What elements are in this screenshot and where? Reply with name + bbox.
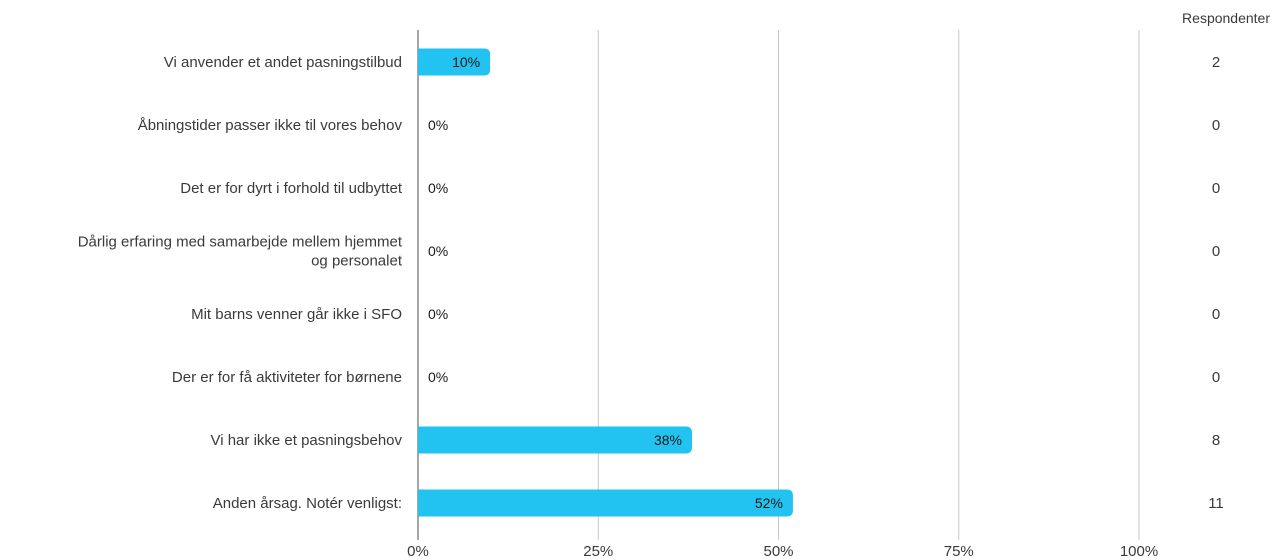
- respondent-counts: Respondenter 2 0 0 0 0 0 8 11: [1182, 10, 1270, 512]
- grid-lines: [417, 30, 1140, 540]
- x-tick-label: 50%: [763, 543, 793, 560]
- respondent-count: 0: [1212, 243, 1220, 260]
- bar-value-label: 38%: [654, 432, 682, 448]
- respondent-count: 0: [1212, 369, 1220, 386]
- category-label: Åbningstider passer ikke til vores behov: [138, 117, 403, 134]
- category-label: Mit barns venner går ikke i SFO: [191, 306, 402, 323]
- respondent-count: 0: [1212, 117, 1220, 134]
- respondent-count: 11: [1208, 495, 1224, 512]
- respondent-count: 8: [1212, 432, 1220, 449]
- bar: [418, 48, 491, 76]
- respondent-count: 0: [1212, 306, 1220, 323]
- bar-value-label: 52%: [755, 495, 783, 511]
- bars: 10% 0% 0% 0% 0% 0% 38% 52%: [418, 48, 793, 517]
- bar-value-label: 0%: [428, 117, 448, 133]
- category-label: Dårlig erfaring med samarbejde mellem hj…: [78, 234, 403, 270]
- x-tick-label: 25%: [583, 543, 613, 560]
- respondent-count: 0: [1212, 180, 1220, 197]
- x-tick-label: 0%: [407, 543, 429, 560]
- bar: [418, 426, 692, 454]
- category-label: Anden årsag. Notér venligst:: [213, 495, 402, 512]
- bar-value-label: 0%: [428, 306, 448, 322]
- bar-value-label: 0%: [428, 369, 448, 385]
- category-labels: Vi anvender et andet pasningstilbud Åbnin…: [78, 54, 403, 512]
- respondents-header: Respondenter: [1182, 10, 1270, 26]
- bar-value-label: 0%: [428, 180, 448, 196]
- category-label: Vi anvender et andet pasningstilbud: [164, 54, 402, 71]
- x-axis-ticks: 0% 25% 50% 75% 100%: [407, 543, 1158, 560]
- bar-value-label: 10%: [452, 54, 480, 70]
- bar-value-label: 0%: [428, 243, 448, 259]
- x-tick-label: 75%: [944, 543, 974, 560]
- respondent-count: 2: [1212, 54, 1220, 71]
- bar: [418, 489, 793, 517]
- category-label: Der er for få aktiviteter for børnene: [172, 369, 402, 386]
- x-tick-label: 100%: [1120, 543, 1158, 560]
- category-label: Vi har ikke et pasningsbehov: [210, 432, 402, 449]
- category-label: Det er for dyrt i forhold til udbyttet: [180, 180, 403, 197]
